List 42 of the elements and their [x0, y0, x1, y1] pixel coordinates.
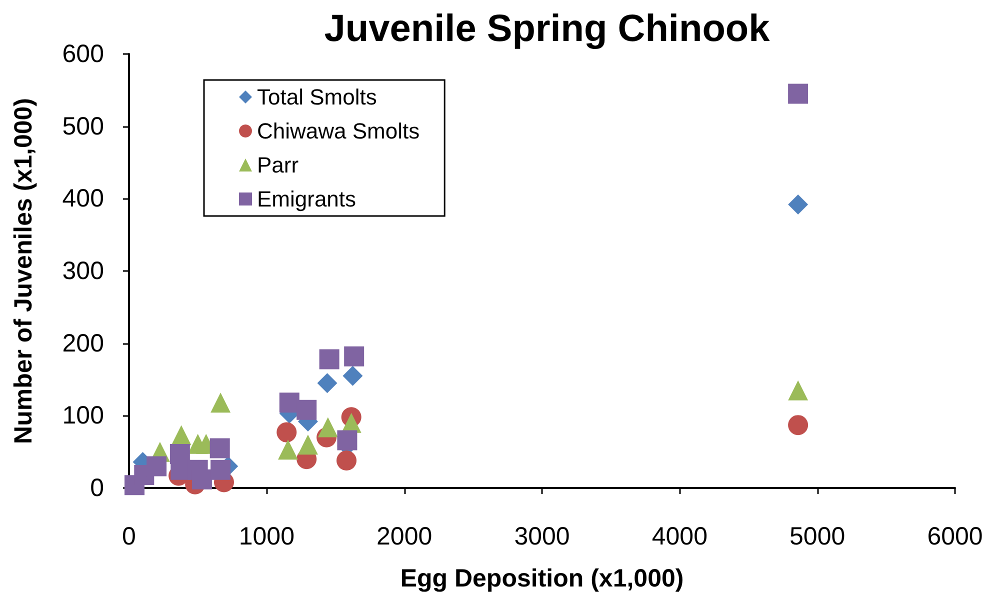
point [276, 422, 297, 442]
y-tick-label: 200 [62, 329, 104, 358]
point [317, 373, 338, 394]
legend-label: Emigrants [257, 186, 356, 212]
point [146, 456, 167, 476]
legend-label: Chiwawa Smolts [257, 118, 420, 144]
chart-title: Juvenile Spring Chinook [324, 8, 771, 50]
point [210, 392, 231, 413]
x-tick-label: 6000 [927, 522, 983, 550]
point [298, 434, 318, 455]
x-tick-label: 3000 [514, 522, 570, 550]
point [342, 366, 363, 386]
point [336, 450, 357, 471]
x-tick-label: 1000 [238, 522, 294, 550]
x-axis-title: Egg Deposition (x1,000) [400, 564, 684, 592]
x-tick-label: 5000 [790, 522, 846, 550]
legend-label: Parr [257, 152, 299, 178]
y-tick-label: 300 [62, 257, 104, 285]
point [788, 415, 808, 436]
y-tick-label: 600 [62, 40, 104, 68]
point [788, 194, 808, 214]
x-tick-label: 2000 [376, 522, 432, 550]
y-axis-title: Number of Juveniles (x1,000) [10, 98, 38, 444]
point [296, 400, 317, 420]
point [337, 430, 358, 450]
point [318, 417, 338, 438]
x-tick-label: 0 [122, 522, 136, 550]
y-tick-label: 0 [90, 474, 104, 502]
point [192, 469, 212, 490]
y-tick-label: 100 [62, 402, 104, 430]
legend-label: Total Smolts [257, 84, 377, 110]
x-tick-label: 4000 [652, 522, 708, 550]
point [279, 392, 300, 413]
point [788, 84, 808, 104]
y-tick-label: 400 [62, 184, 104, 213]
point [278, 440, 298, 460]
point [210, 438, 230, 458]
point [344, 346, 364, 366]
point [319, 349, 340, 370]
y-tick-label: 500 [62, 112, 104, 140]
point [788, 380, 808, 400]
point [210, 460, 231, 480]
